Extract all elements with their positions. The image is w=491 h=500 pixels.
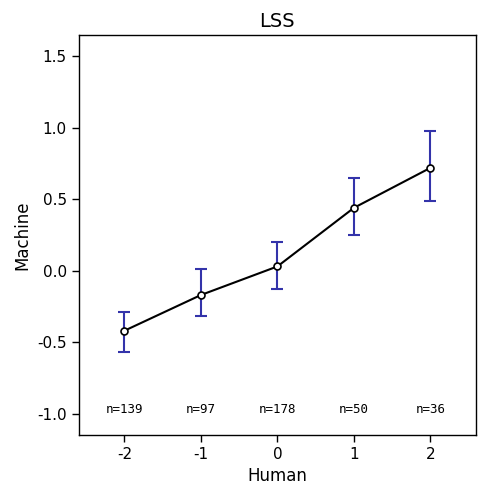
- Text: n=50: n=50: [339, 404, 369, 416]
- X-axis label: Human: Human: [247, 468, 307, 485]
- Y-axis label: Machine: Machine: [14, 200, 31, 270]
- Text: n=139: n=139: [106, 404, 143, 416]
- Text: n=178: n=178: [259, 404, 296, 416]
- Text: n=36: n=36: [415, 404, 445, 416]
- Title: LSS: LSS: [260, 12, 295, 30]
- Text: n=97: n=97: [186, 404, 216, 416]
